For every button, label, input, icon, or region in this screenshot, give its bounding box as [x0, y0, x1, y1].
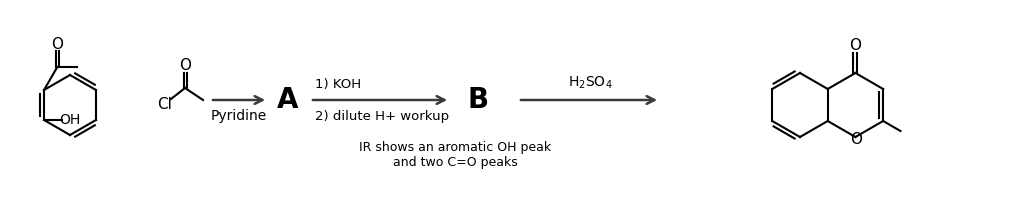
- Text: O: O: [51, 37, 63, 52]
- Text: IR shows an aromatic OH peak
and two C=O peaks: IR shows an aromatic OH peak and two C=O…: [359, 141, 551, 169]
- Text: A: A: [278, 86, 299, 114]
- Text: H$_2$SO$_4$: H$_2$SO$_4$: [567, 75, 612, 91]
- Text: O: O: [179, 59, 191, 73]
- Text: B: B: [467, 86, 488, 114]
- Text: Cl: Cl: [158, 97, 172, 112]
- Text: 2) dilute H+ workup: 2) dilute H+ workup: [315, 110, 450, 123]
- Text: 1) KOH: 1) KOH: [315, 77, 361, 90]
- Text: OH: OH: [59, 113, 81, 127]
- Text: Pyridine: Pyridine: [211, 109, 267, 123]
- Text: O: O: [850, 37, 861, 52]
- Text: O: O: [850, 133, 862, 148]
